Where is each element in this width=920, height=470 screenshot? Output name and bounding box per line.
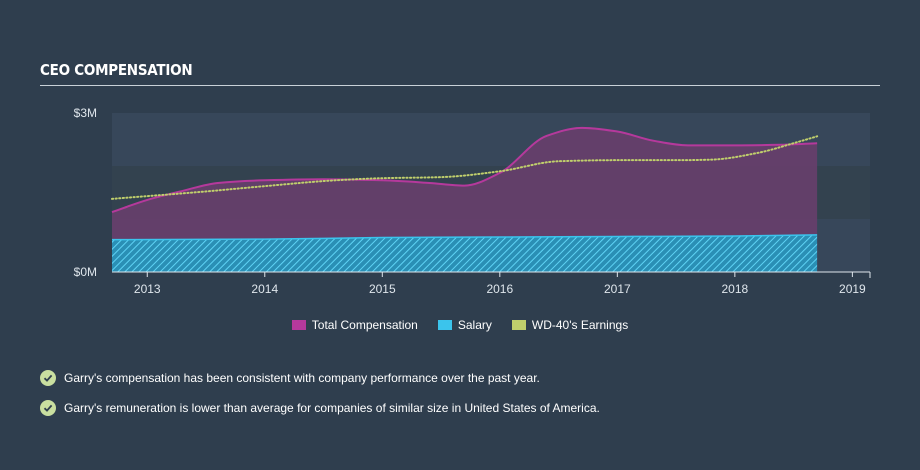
legend-item-total-compensation: Total Compensation [291,318,418,332]
title-divider [40,85,880,86]
legend-label-earnings: WD-40's Earnings [531,318,629,332]
y-tick-label: $0M [74,265,97,279]
check-circle-icon [40,370,56,386]
note-text: Garry's compensation has been consistent… [64,371,540,385]
legend-label-total-compensation: Total Compensation [311,318,418,332]
axes: 2013 2014 2015 2016 2017 2018 2019 $0M $3M [74,106,871,296]
note-item: Garry's compensation has been consistent… [40,368,600,388]
check-circle-icon [40,400,56,416]
y-tick-label: $3M [74,106,97,120]
x-tick-label: 2013 [134,282,161,296]
legend-item-earnings: WD-40's Earnings [511,318,629,332]
legend-swatch-salary [437,320,452,330]
legend-swatch-earnings [511,320,526,330]
legend-swatch-total-compensation [291,320,306,330]
series-line-earnings [111,135,819,200]
section-title: CEO COMPENSATION [40,61,193,79]
x-tick-label: 2019 [839,282,866,296]
chart-legend: Total Compensation Salary WD-40's Earnin… [0,318,920,332]
x-tick-label: 2015 [369,282,396,296]
series-line-salary [111,234,818,241]
x-tick-label: 2016 [486,282,513,296]
x-tick-label: 2017 [604,282,631,296]
series-line-total-compensation [111,126,818,214]
note-text: Garry's remuneration is lower than avera… [64,401,600,415]
x-tick-label: 2018 [722,282,749,296]
series-layer [111,126,819,272]
notes-list: Garry's compensation has been consistent… [40,368,600,428]
ceo-compensation-chart: 2013 2014 2015 2016 2017 2018 2019 $0M $3M [74,106,871,296]
series-area-salary [112,234,818,272]
legend-label-salary: Salary [457,318,492,332]
note-item: Garry's remuneration is lower than avera… [40,398,600,418]
x-tick-label: 2014 [251,282,278,296]
legend-item-salary: Salary [437,318,492,332]
